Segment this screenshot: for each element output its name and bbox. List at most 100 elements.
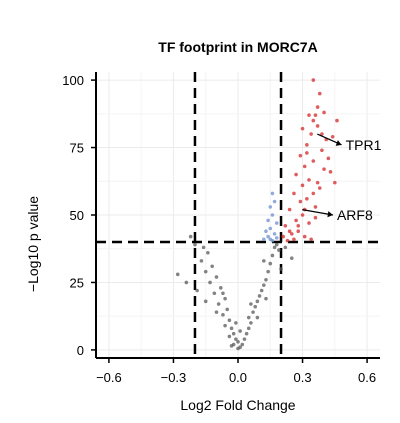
data-point: [242, 337, 247, 341]
data-point: [218, 286, 223, 290]
data-point: [201, 245, 206, 250]
data-point: [216, 302, 221, 306]
data-point: [246, 326, 251, 331]
data-point: [307, 113, 311, 117]
data-point: [274, 236, 279, 240]
annotation-label: ARF8: [337, 207, 373, 223]
data-point: [309, 237, 313, 242]
data-point: [302, 234, 307, 239]
y-axis-label: −Log10 p value: [25, 196, 41, 292]
data-point: [313, 205, 318, 209]
data-point: [317, 186, 322, 190]
data-point: [266, 218, 270, 223]
data-point: [315, 124, 320, 128]
data-point: [335, 118, 339, 123]
data-point: [203, 269, 208, 274]
data-point: [317, 91, 322, 96]
data-point: [249, 302, 253, 306]
data-point: [246, 315, 251, 320]
data-point: [214, 275, 219, 279]
data-point: [253, 304, 258, 309]
data-point: [268, 261, 273, 266]
data-point: [283, 245, 288, 250]
data-point: [272, 199, 277, 204]
data-point: [188, 234, 193, 239]
data-point: [193, 242, 197, 247]
data-point: [227, 334, 232, 339]
annotation-arrow: [302, 209, 334, 216]
data-point: [210, 264, 214, 269]
y-tick-label: 100: [62, 73, 84, 88]
data-point: [262, 237, 266, 242]
data-point: [231, 331, 236, 336]
data-point: [300, 183, 305, 188]
data-point: [264, 277, 268, 282]
data-point: [272, 245, 277, 250]
data-point: [300, 126, 305, 131]
x-tick-label: 0.6: [358, 370, 376, 385]
data-point: [298, 153, 303, 158]
data-point: [195, 288, 199, 293]
data-point: [320, 148, 324, 153]
data-point: [307, 221, 311, 225]
data-point: [322, 110, 326, 115]
data-point: [175, 272, 180, 277]
grid-lines: [96, 72, 380, 358]
data-point: [234, 337, 238, 341]
data-point: [255, 299, 260, 304]
y-tick-label: 50: [70, 208, 84, 223]
data-point: [229, 326, 234, 331]
data-point: [264, 229, 268, 233]
data-point: [225, 307, 230, 312]
data-point: [234, 321, 238, 325]
y-tick-label: 0: [77, 343, 84, 358]
data-point: [240, 342, 245, 347]
data-point: [272, 232, 277, 236]
data-point: [262, 283, 266, 287]
data-point: [281, 234, 285, 239]
data-point: [307, 178, 311, 182]
data-point: [289, 256, 294, 260]
data-point: [305, 197, 309, 201]
data-point: [266, 269, 270, 274]
data-point: [274, 221, 279, 225]
data-point: [311, 118, 316, 123]
data-point: [326, 156, 331, 161]
data-point: [270, 191, 275, 196]
data-point: [313, 215, 318, 220]
annotation-arrowhead: [335, 140, 342, 146]
x-tick-label: −0.3: [161, 370, 187, 385]
data-point: [227, 318, 232, 323]
data-point: [315, 105, 320, 109]
data-point: [294, 218, 298, 223]
data-point: [184, 280, 189, 285]
data-point: [296, 229, 301, 233]
data-point: [274, 242, 279, 247]
data-point: [238, 329, 242, 333]
data-point: [255, 315, 260, 320]
data-point: [311, 191, 316, 196]
data-point: [311, 159, 316, 163]
annotation-arrowhead: [327, 211, 333, 218]
y-tick-label: 25: [70, 275, 84, 290]
data-point: [206, 250, 210, 255]
data-point: [249, 321, 253, 325]
x-tick-label: 0.0: [229, 370, 247, 385]
data-point: [236, 346, 240, 351]
data-point: [309, 132, 313, 136]
data-point: [257, 294, 262, 298]
annotation-label: TPR1: [346, 137, 382, 153]
data-point: [268, 226, 273, 231]
data-point: [294, 172, 298, 177]
data-point: [264, 296, 268, 301]
data-point: [292, 191, 296, 196]
data-point: [287, 229, 292, 233]
data-point: [302, 164, 307, 169]
data-point: [212, 291, 217, 296]
data-point: [223, 323, 227, 328]
data-point: [244, 331, 249, 336]
data-point: [221, 313, 225, 317]
chart-title: TF footprint in MORC7A: [158, 39, 317, 55]
data-point: [208, 280, 212, 285]
